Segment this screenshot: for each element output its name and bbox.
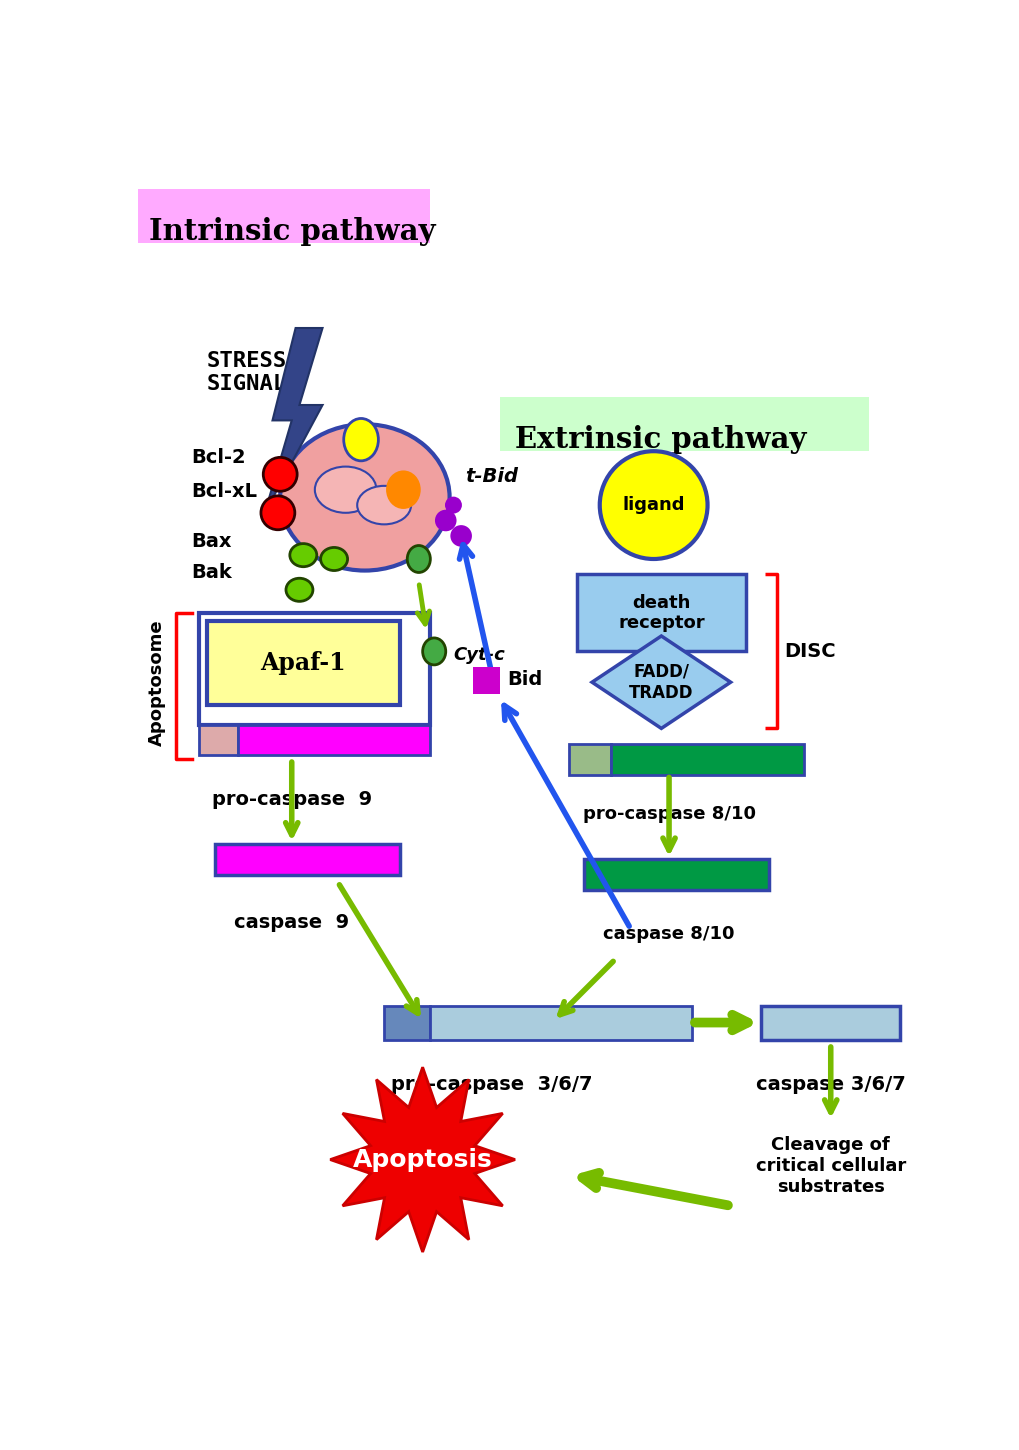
FancyBboxPatch shape — [472, 667, 499, 693]
FancyBboxPatch shape — [584, 860, 768, 890]
Text: Bax: Bax — [192, 532, 232, 551]
Text: t-Bid: t-Bid — [465, 467, 518, 486]
FancyBboxPatch shape — [384, 1006, 430, 1040]
Ellipse shape — [280, 425, 449, 570]
Ellipse shape — [285, 579, 313, 602]
Text: Bcl-2: Bcl-2 — [192, 448, 246, 467]
Ellipse shape — [357, 486, 411, 525]
Ellipse shape — [407, 545, 430, 573]
FancyBboxPatch shape — [215, 844, 399, 874]
Text: pro-caspase 8/10: pro-caspase 8/10 — [582, 805, 755, 824]
FancyBboxPatch shape — [576, 574, 745, 651]
Text: Apoptosome: Apoptosome — [148, 619, 166, 745]
Text: Cyt-c: Cyt-c — [453, 647, 504, 664]
Text: Bcl-xL: Bcl-xL — [192, 483, 258, 502]
Ellipse shape — [422, 638, 445, 666]
Text: Extrinsic pathway: Extrinsic pathway — [515, 425, 806, 454]
Circle shape — [434, 510, 457, 531]
FancyBboxPatch shape — [138, 190, 430, 244]
Polygon shape — [591, 637, 730, 728]
Text: pro-caspase  3/6/7: pro-caspase 3/6/7 — [391, 1074, 592, 1093]
Circle shape — [450, 525, 472, 547]
FancyBboxPatch shape — [761, 1006, 899, 1040]
Text: Bid: Bid — [506, 670, 542, 689]
Text: caspase 8/10: caspase 8/10 — [602, 925, 734, 942]
Circle shape — [263, 457, 297, 492]
Text: death
receptor: death receptor — [618, 593, 704, 632]
Text: STRESS
SIGNAL: STRESS SIGNAL — [207, 351, 287, 394]
Text: pro-caspase  9: pro-caspase 9 — [212, 790, 372, 809]
Text: Bak: Bak — [192, 563, 232, 583]
FancyBboxPatch shape — [569, 744, 610, 774]
FancyBboxPatch shape — [430, 1006, 692, 1040]
FancyBboxPatch shape — [207, 621, 399, 705]
Text: Cleavage of
critical cellular
substrates: Cleavage of critical cellular substrates — [755, 1137, 905, 1196]
Polygon shape — [265, 328, 322, 513]
Ellipse shape — [320, 548, 347, 570]
FancyBboxPatch shape — [610, 744, 803, 774]
Text: caspase 3/6/7: caspase 3/6/7 — [755, 1074, 905, 1093]
Circle shape — [261, 496, 294, 529]
Circle shape — [444, 497, 462, 513]
Text: Intrinsic pathway: Intrinsic pathway — [149, 218, 435, 247]
Text: DISC: DISC — [784, 642, 836, 661]
FancyBboxPatch shape — [499, 397, 868, 451]
Ellipse shape — [386, 470, 420, 509]
FancyBboxPatch shape — [237, 725, 430, 755]
Ellipse shape — [289, 544, 317, 567]
Text: Apoptosis: Apoptosis — [353, 1147, 492, 1172]
Polygon shape — [330, 1067, 515, 1251]
Ellipse shape — [343, 419, 378, 461]
Text: ligand: ligand — [622, 496, 684, 515]
Ellipse shape — [315, 467, 376, 513]
Circle shape — [599, 451, 707, 560]
Text: Apaf-1: Apaf-1 — [260, 651, 345, 674]
Text: caspase  9: caspase 9 — [234, 914, 348, 932]
Text: FADD/
TRADD: FADD/ TRADD — [629, 663, 693, 702]
FancyBboxPatch shape — [199, 725, 237, 755]
